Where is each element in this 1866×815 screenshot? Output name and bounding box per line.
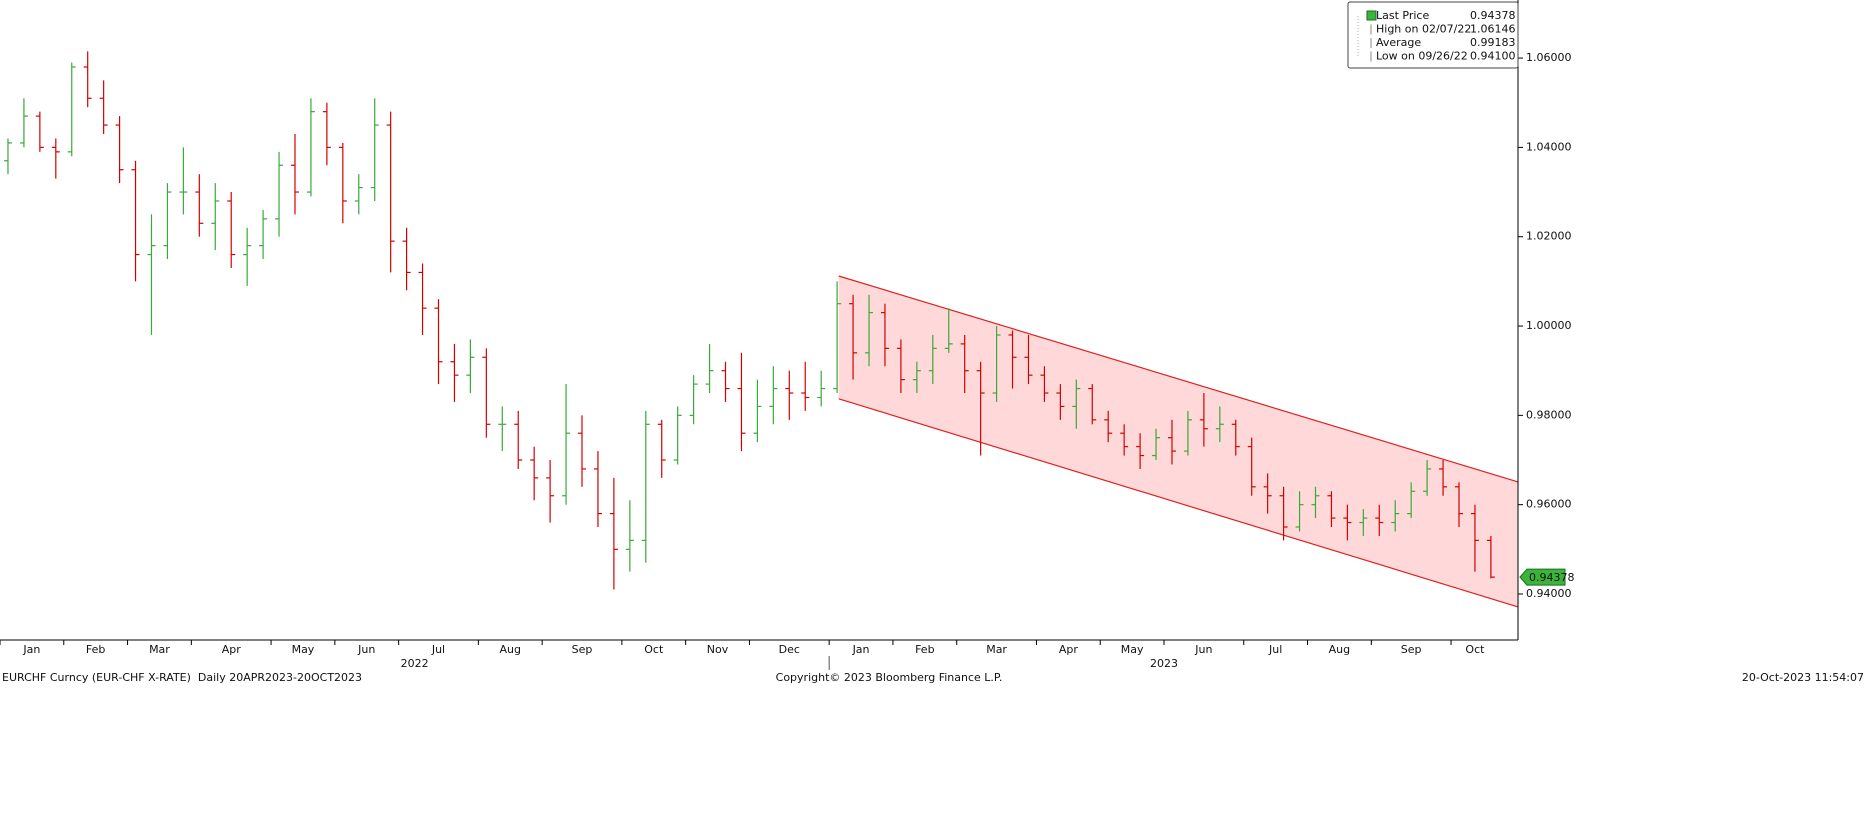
x-tick-label: Dec: [779, 643, 800, 656]
x-tick-label: Jan: [22, 643, 40, 656]
x-tick-label: Oct: [1465, 643, 1485, 656]
x-tick-label: Apr: [1059, 643, 1079, 656]
legend-name: High on 02/07/22: [1376, 23, 1471, 36]
legend-value: 0.99183: [1470, 36, 1516, 49]
y-tick-label: 0.94000: [1526, 587, 1572, 600]
footer-right: 20-Oct-2023 11:54:07: [1742, 671, 1864, 684]
legend-name: Last Price: [1376, 9, 1429, 22]
footer-left: EURCHF Curncy (EUR-CHF X-RATE) Daily 20A…: [2, 671, 362, 684]
last-price-label: 0.94378: [1529, 571, 1575, 584]
year-label: 2023: [1150, 657, 1178, 670]
x-tick-label: Sep: [1401, 643, 1422, 656]
x-tick-label: Jul: [1268, 643, 1282, 656]
x-tick-label: Feb: [86, 643, 105, 656]
x-tick-label: May: [292, 643, 315, 656]
x-tick-label: Aug: [500, 643, 521, 656]
x-tick-label: Jun: [1194, 643, 1212, 656]
legend-value: 0.94100: [1470, 50, 1516, 63]
x-tick-label: Jan: [852, 643, 870, 656]
x-tick-label: May: [1121, 643, 1144, 656]
x-tick-label: Sep: [572, 643, 593, 656]
y-tick-label: 1.02000: [1526, 230, 1572, 243]
last-price-flag: [1519, 568, 1566, 586]
x-tick-label: Aug: [1329, 643, 1350, 656]
legend-name: Average: [1376, 36, 1421, 49]
channel-area: [838, 276, 1518, 607]
year-label: 2022: [401, 657, 429, 670]
y-tick-label: 0.96000: [1526, 498, 1572, 511]
x-tick-label: Mar: [986, 643, 1007, 656]
legend-swatch: [1366, 10, 1377, 21]
x-tick-label: Feb: [915, 643, 934, 656]
legend-name: Low on 09/26/22: [1376, 50, 1468, 63]
legend-value: 1.06146: [1470, 23, 1516, 36]
y-tick-label: 1.06000: [1526, 51, 1572, 64]
x-tick-label: Nov: [707, 643, 729, 656]
legend-box: [1347, 1, 1519, 69]
x-tick-label: Oct: [644, 643, 664, 656]
y-tick-label: 0.98000: [1526, 408, 1572, 421]
channel-lower-line: [838, 398, 1519, 608]
x-tick-label: Apr: [222, 643, 242, 656]
channel-upper-line: [838, 275, 1519, 483]
footer-center: Copyright© 2023 Bloomberg Finance L.P.: [776, 671, 1003, 684]
y-tick-label: 1.04000: [1526, 140, 1572, 153]
x-tick-label: Jul: [431, 643, 445, 656]
x-tick-label: Mar: [149, 643, 170, 656]
x-tick-label: Jun: [357, 643, 375, 656]
y-tick-label: 1.00000: [1526, 319, 1572, 332]
legend-value: 0.94378: [1470, 9, 1516, 22]
